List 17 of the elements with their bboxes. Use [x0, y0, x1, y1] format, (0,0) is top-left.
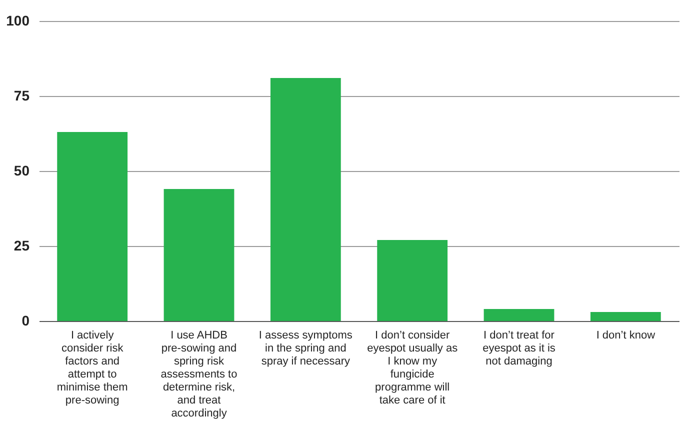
y-tick-label: 50 [14, 162, 30, 178]
bar [484, 309, 554, 321]
x-tick-label: I actively consider risk factors and attempt to minimise them pre-sowing [56, 330, 128, 406]
x-tick-label: I use AHDB pre-sowing and spring risk assessments to determine risk, and treat accordingly [160, 330, 238, 420]
x-tick-label: I don’t know [596, 330, 656, 342]
bar [270, 78, 341, 321]
y-tick-label: 100 [6, 12, 30, 28]
x-tick-label: I don’t consider eyespot usually as I know my fungicide programme will take care of it [367, 330, 458, 406]
bar [590, 312, 661, 321]
y-tick-label: 0 [22, 312, 30, 328]
bar [164, 189, 234, 321]
x-tick-label: I don’t treat for eyespot as it is not damaging [482, 330, 556, 368]
y-tick-label: 75 [14, 88, 30, 104]
y-tick-label: 25 [14, 238, 30, 254]
x-tick-label: I assess symptoms in the spring and spray if necessary [258, 330, 353, 368]
bar [57, 132, 128, 321]
bar [377, 240, 448, 321]
